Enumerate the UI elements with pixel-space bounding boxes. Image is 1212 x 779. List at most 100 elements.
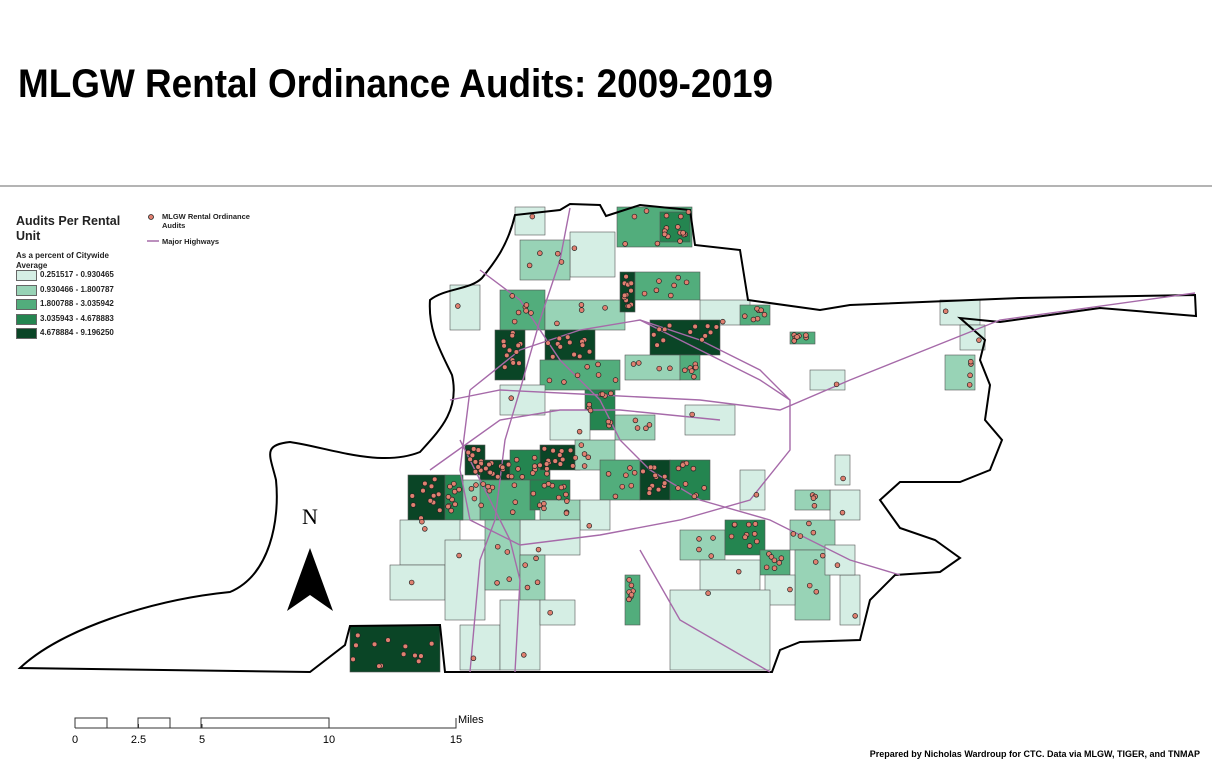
audit-point [515,466,521,472]
city-boundary [17,202,1198,674]
audit-point [683,279,690,286]
audit-point [791,338,797,344]
audit-point [654,240,661,247]
tract [499,599,541,671]
audit-point [675,274,681,281]
highway [449,292,1196,411]
tract [569,231,616,278]
audit-point [528,310,534,316]
audit-point [689,411,695,418]
audit-point [806,520,812,527]
audit-point [626,303,632,309]
audit-point [634,425,641,431]
tract [684,404,736,436]
tract [669,589,771,671]
north-label: N [302,504,318,529]
audit-point [558,259,565,265]
audit-point [516,360,522,366]
audit-point [803,332,809,338]
tract [794,549,831,621]
audit-point [680,462,686,468]
tract [809,369,846,391]
audit-point [571,351,577,358]
audit-point [840,475,846,482]
audit-point [408,579,415,586]
audit-point [376,663,382,669]
audit-point [541,505,547,512]
audit-point [468,485,475,492]
legend-highways: Major Highways [162,237,220,246]
audit-point [687,329,693,335]
legend-class-label: 4.678884 - 9.196250 [40,328,114,338]
audit-point [420,487,426,494]
audit-point [515,309,522,316]
tract [829,489,861,521]
audit-point [660,337,667,344]
audit-point [494,543,501,550]
tract [699,559,761,591]
audit-point [691,373,697,380]
highway [459,319,791,546]
legend-class-label: 0.930466 - 1.800787 [40,284,114,294]
audit-point [532,463,538,469]
audit-point [806,582,813,589]
audit-point [671,282,677,289]
audit-point [534,579,541,586]
audit-point [509,509,516,515]
audit-point [350,656,356,663]
legend-swatch [16,313,37,325]
audit-point [572,455,579,461]
audit-point [787,586,793,593]
audit-point [586,348,593,355]
audit-point [661,480,668,486]
audit-point [546,377,553,384]
audit-point [567,339,573,346]
audit-point [690,465,697,472]
audit-point [422,526,428,532]
audit-point [558,484,565,491]
audit-point [768,554,775,560]
tract [834,454,851,486]
audit-point [595,372,602,378]
audit-point [707,329,714,336]
audit-point [445,503,451,510]
audit-point [564,498,570,504]
highways [429,207,1196,673]
audit-point [550,447,556,454]
audit-point [544,470,550,477]
audit-point [586,401,592,408]
audit-point [355,632,361,639]
audit-point [576,353,583,360]
audit-point [500,338,507,345]
audit-point [702,333,708,339]
audit-point [643,208,650,214]
audit-point [852,613,858,619]
audit-point [455,303,461,309]
legend-class-label: 0.251517 - 0.930465 [40,270,114,279]
audit-point [612,377,619,383]
audit-point [661,473,668,480]
audit-point [510,360,516,366]
audit-point [742,313,748,319]
audit-point [578,307,585,313]
audit-point [541,446,548,452]
highway [479,269,901,576]
audit-point [563,491,569,498]
audit-point [654,342,660,348]
audit-point [472,459,479,465]
audit-point [456,486,462,493]
audit-point [771,565,778,571]
audit-point [543,461,550,467]
audit-point [696,536,702,542]
audit-point [763,564,770,571]
audit-point [746,543,753,549]
audit-point [530,490,537,497]
title: MLGW Rental Ordinance Audits: 2009-2019 [18,62,773,106]
audit-point [578,442,585,448]
audit-point [656,278,662,284]
audit-point [509,293,516,299]
audit-point [570,463,576,469]
audit-point [400,651,407,657]
audit-point [485,483,491,490]
audit-point [451,481,457,487]
